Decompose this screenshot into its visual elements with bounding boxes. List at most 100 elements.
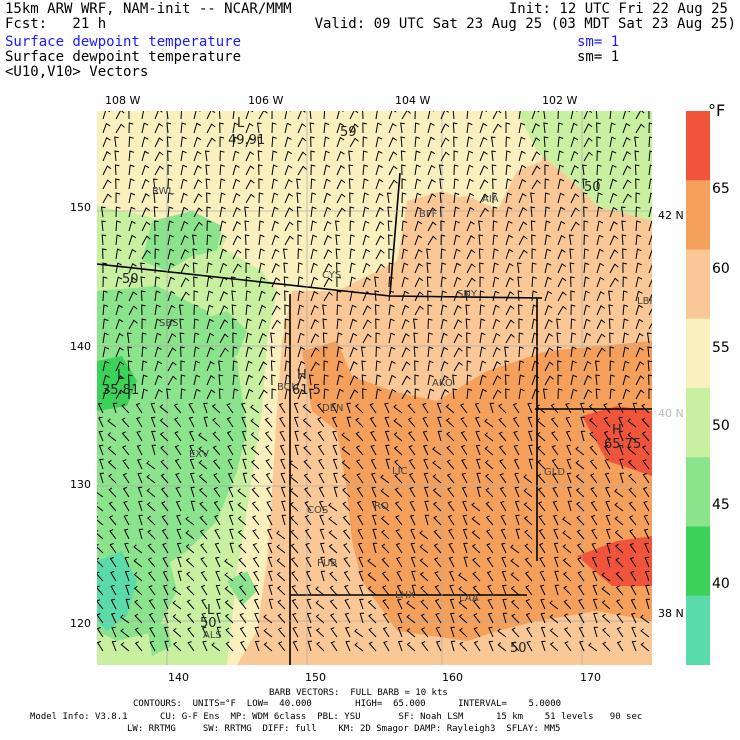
wind-barb xyxy=(206,111,216,120)
wind-barb xyxy=(446,459,455,470)
wind-barb xyxy=(97,640,104,652)
wind-barb xyxy=(361,360,366,372)
wind-barb xyxy=(193,122,201,134)
wind-barb xyxy=(141,193,150,204)
wind-barb xyxy=(263,614,273,624)
wind-barb xyxy=(115,304,123,316)
wind-barb xyxy=(473,640,481,652)
wind-barb xyxy=(453,290,462,302)
wind-barb xyxy=(115,123,125,134)
wind-barb xyxy=(150,402,156,414)
wind-barb xyxy=(229,528,234,540)
wind-barb xyxy=(232,164,240,176)
wind-barb xyxy=(180,263,190,274)
wind-barb xyxy=(453,164,459,176)
station-label: LAA xyxy=(459,593,479,604)
wind-barb xyxy=(258,304,267,316)
wind-barb xyxy=(566,444,572,456)
wind-barb xyxy=(190,472,195,484)
wind-barb xyxy=(583,248,589,260)
wind-barb xyxy=(237,488,247,498)
wind-barb xyxy=(370,444,377,456)
wind-barb xyxy=(492,234,499,246)
wind-barb xyxy=(631,640,637,652)
wind-barb xyxy=(375,178,384,190)
wind-barb xyxy=(510,558,520,568)
wind-barb xyxy=(128,388,134,400)
wind-barb xyxy=(635,111,645,120)
wind-barb xyxy=(154,332,162,344)
wind-barb xyxy=(206,389,216,400)
wind-barb xyxy=(97,488,104,498)
wind-barb xyxy=(226,430,234,442)
legend-label: 40 xyxy=(712,576,730,592)
wind-barb xyxy=(492,290,500,302)
wind-barb xyxy=(349,318,357,330)
wind-barb xyxy=(141,332,147,344)
wind-barb xyxy=(427,136,435,148)
wind-barb xyxy=(289,488,299,498)
wind-barb xyxy=(634,150,640,162)
wind-barb xyxy=(336,111,344,120)
wind-barb xyxy=(531,318,538,330)
wind-barb xyxy=(341,432,351,442)
wind-barb xyxy=(544,150,549,162)
wind-barb xyxy=(459,627,468,638)
wind-barb xyxy=(641,403,650,414)
wind-barb xyxy=(479,290,485,302)
wind-barb xyxy=(461,458,468,470)
wind-barb xyxy=(323,346,328,358)
wind-barb xyxy=(505,122,511,134)
wind-barb xyxy=(167,248,175,260)
wind-barb xyxy=(115,178,120,190)
wind-barb xyxy=(270,346,276,358)
wind-barb xyxy=(627,459,637,470)
wind-barb xyxy=(453,361,463,372)
wind-barb xyxy=(427,332,433,344)
wind-barb xyxy=(199,487,208,498)
wind-barb xyxy=(265,459,273,470)
wind-barb xyxy=(253,598,260,610)
wind-barb xyxy=(648,322,652,330)
station-label: BFF xyxy=(419,209,438,220)
wind-barb xyxy=(505,220,513,232)
field-title-contour: Surface dewpoint temperature xyxy=(5,49,242,65)
wind-barb xyxy=(258,111,268,120)
wind-barb xyxy=(271,319,281,330)
wind-barb xyxy=(505,277,514,288)
wind-barb xyxy=(648,178,652,190)
wind-barb xyxy=(485,473,494,484)
wind-barb xyxy=(531,388,540,400)
wind-barb xyxy=(252,543,260,554)
wind-barb xyxy=(397,626,403,638)
wind-barb xyxy=(128,220,136,232)
wind-barb xyxy=(411,584,417,596)
wind-barb xyxy=(336,290,342,302)
wind-barb xyxy=(114,136,119,148)
wind-barb xyxy=(102,111,111,120)
wind-barb xyxy=(540,612,546,624)
legend-swatch xyxy=(686,318,710,389)
wind-barb xyxy=(492,262,499,274)
wind-barb xyxy=(201,626,208,638)
wind-barb xyxy=(394,473,403,484)
wind-barb xyxy=(303,431,312,442)
wind-barb xyxy=(193,165,202,176)
wind-barb xyxy=(401,333,410,344)
wind-barb xyxy=(206,332,215,344)
wind-barb xyxy=(544,192,550,204)
wind-barb xyxy=(460,444,468,456)
wind-barb xyxy=(372,528,377,540)
wind-barb xyxy=(175,500,182,512)
wind-barb xyxy=(174,431,182,442)
wind-barb xyxy=(570,388,578,400)
wind-barb xyxy=(211,403,221,414)
wind-barb xyxy=(440,318,448,330)
wind-barb xyxy=(575,487,585,498)
wind-barb xyxy=(460,403,468,414)
wind-barb xyxy=(188,416,195,428)
wind-barb xyxy=(206,206,212,218)
wind-barb xyxy=(604,472,611,484)
wind-barb xyxy=(187,627,195,638)
wind-barb xyxy=(180,220,189,232)
